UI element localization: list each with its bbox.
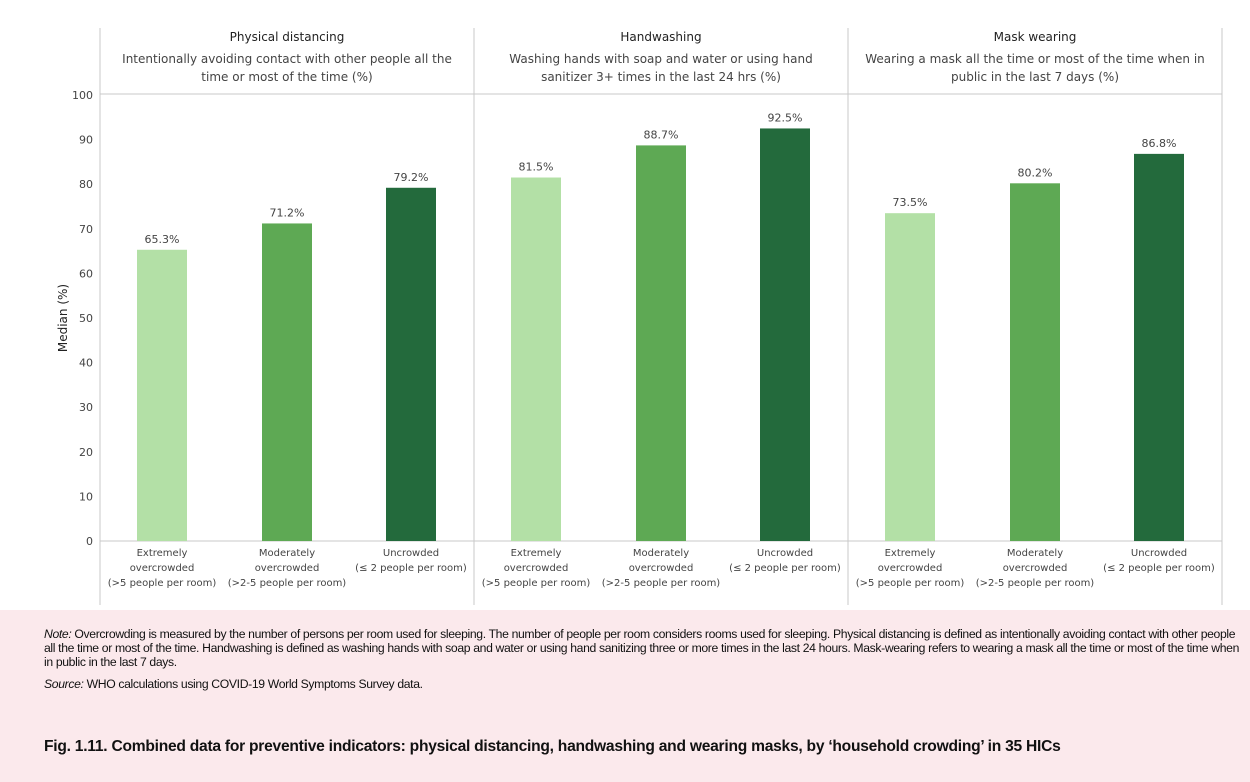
y-tick-label: 20 [79,446,93,459]
bar [636,145,686,541]
y-tick-label: 40 [79,357,93,370]
y-tick-label: 100 [72,89,93,102]
y-tick-label: 30 [79,401,93,414]
y-tick-label: 60 [79,267,93,280]
y-tick-label: 50 [79,312,93,325]
facet-subtitle-line: Intentionally avoiding contact with othe… [122,52,452,66]
bar-value-label: 80.2% [1018,166,1053,179]
x-category-label: (>5 people per room) [482,578,591,589]
x-category-label: (>2-5 people per room) [228,578,347,589]
x-category-label: (≤ 2 people per room) [729,563,841,574]
x-category-label: Moderately [633,548,689,559]
source-text: WHO calculations using COVID-19 World Sy… [83,677,423,691]
x-category-label: (>5 people per room) [856,578,965,589]
x-category-label: Uncrowded [1131,548,1187,559]
notes: Note: Overcrowding is measured by the nu… [44,627,1244,691]
facet-title: Physical distancing [230,30,345,44]
y-tick-label: 90 [79,134,93,147]
facet-subtitle-line: time or most of the time (%) [201,70,372,84]
x-category-label: (>2-5 people per room) [602,578,721,589]
bar [262,223,312,541]
bar [885,213,935,541]
x-category-label: Uncrowded [757,548,813,559]
figure-caption: Fig. 1.11. Combined data for preventive … [44,738,1061,755]
bar-value-label: 88.7% [644,128,679,141]
chart-panel: 0 10 20 30 40 50 60 70 80 90 100 Median (%) Physical… [0,0,1250,610]
facet-title: Mask wearing [994,30,1077,44]
x-category-label: overcrowded [504,563,569,574]
x-category-label: (>5 people per room) [108,578,217,589]
x-category-label: Moderately [1007,548,1063,559]
bar [1134,153,1184,541]
x-category-label: overcrowded [130,563,195,574]
source-label: Source: [44,677,84,691]
facet-subtitle-line: sanitizer 3+ times in the last 24 hrs (%… [541,70,781,84]
chart: 0 10 20 30 40 50 60 70 80 90 100 Median (%) Physical… [56,28,1223,605]
x-category-label: overcrowded [878,563,943,574]
y-tick-label: 0 [86,535,93,548]
y-tick-label: 70 [79,223,93,236]
x-category-label: Extremely [137,548,188,559]
x-category-label: (≤ 2 people per room) [355,563,467,574]
bar-value-label: 65.3% [145,233,180,246]
x-category-label: overcrowded [255,563,320,574]
bar [760,128,810,541]
x-category-label: (>2-5 people per room) [976,578,1095,589]
source-paragraph: Source: WHO calculations using COVID-19 … [44,677,1244,691]
facet-subtitle-line: Wearing a mask all the time or most of t… [865,52,1205,66]
facet-subtitle-line: public in the last 7 days (%) [951,70,1119,84]
x-category-label: Uncrowded [383,548,439,559]
y-tick-label: 80 [79,178,93,191]
x-category-label: Moderately [259,548,315,559]
bar-value-label: 71.2% [270,206,305,219]
bar-value-label: 92.5% [768,111,803,124]
y-axis-label: Median (%) [56,284,70,352]
bar-value-label: 73.5% [893,196,928,209]
x-category-label: overcrowded [1003,563,1068,574]
bar-value-label: 86.8% [1142,137,1177,150]
bar [386,187,436,541]
bar-value-label: 81.5% [519,161,554,174]
note-text: Overcrowding is measured by the number o… [44,627,1240,669]
facet-subtitle-line: Washing hands with soap and water or usi… [509,52,812,66]
x-category-label: (≤ 2 people per room) [1103,563,1215,574]
x-category-label: overcrowded [629,563,694,574]
bar-value-label: 79.2% [394,171,429,184]
bar [137,249,187,541]
x-category-label: Extremely [885,548,936,559]
note-paragraph: Note: Overcrowding is measured by the nu… [44,627,1244,669]
bar [511,177,561,541]
y-tick-label: 10 [79,490,93,503]
bar [1010,183,1060,542]
note-label: Note: [44,627,72,641]
facet-title: Handwashing [620,30,701,44]
x-category-label: Extremely [511,548,562,559]
